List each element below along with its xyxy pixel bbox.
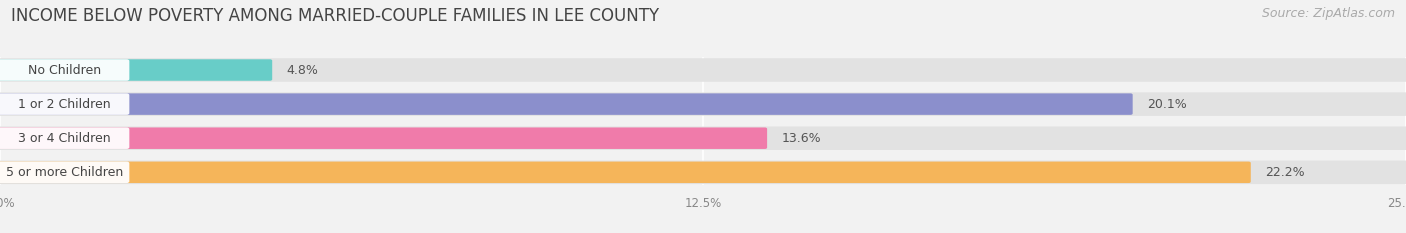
FancyBboxPatch shape <box>0 59 129 81</box>
Text: 22.2%: 22.2% <box>1265 166 1305 179</box>
Text: 4.8%: 4.8% <box>287 64 319 76</box>
FancyBboxPatch shape <box>0 127 129 149</box>
Text: 3 or 4 Children: 3 or 4 Children <box>18 132 111 145</box>
Text: Source: ZipAtlas.com: Source: ZipAtlas.com <box>1261 7 1395 20</box>
FancyBboxPatch shape <box>0 59 273 81</box>
FancyBboxPatch shape <box>0 58 1406 82</box>
Text: 13.6%: 13.6% <box>782 132 821 145</box>
Text: 5 or more Children: 5 or more Children <box>6 166 124 179</box>
FancyBboxPatch shape <box>0 161 1251 183</box>
FancyBboxPatch shape <box>0 127 768 149</box>
Text: 20.1%: 20.1% <box>1147 98 1187 111</box>
FancyBboxPatch shape <box>0 161 129 183</box>
FancyBboxPatch shape <box>0 127 1406 150</box>
Text: INCOME BELOW POVERTY AMONG MARRIED-COUPLE FAMILIES IN LEE COUNTY: INCOME BELOW POVERTY AMONG MARRIED-COUPL… <box>11 7 659 25</box>
FancyBboxPatch shape <box>0 93 129 115</box>
FancyBboxPatch shape <box>0 92 1406 116</box>
FancyBboxPatch shape <box>0 93 1133 115</box>
Text: 1 or 2 Children: 1 or 2 Children <box>18 98 111 111</box>
FancyBboxPatch shape <box>0 161 1406 184</box>
Text: No Children: No Children <box>28 64 101 76</box>
